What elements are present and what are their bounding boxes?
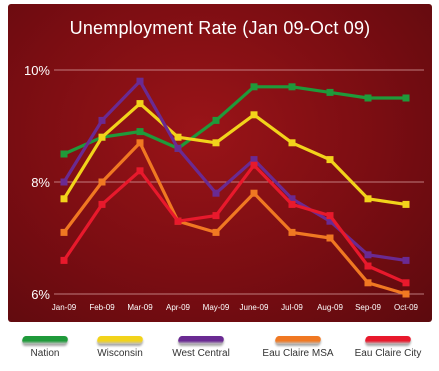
- data-point: [326, 88, 334, 96]
- data-point: [60, 256, 68, 264]
- data-point: [174, 217, 182, 225]
- legend-label: Eau Claire MSA: [262, 348, 334, 359]
- data-point: [60, 228, 68, 236]
- series-line: [62, 141, 408, 296]
- legend-swatch: [95, 336, 145, 344]
- legend-swatch: [20, 336, 70, 344]
- data-point: [326, 217, 334, 225]
- data-point: [136, 139, 144, 147]
- data-point: [402, 279, 410, 287]
- legend-swatch: [176, 336, 226, 344]
- x-tick-label: June-09: [240, 303, 269, 312]
- data-point: [364, 94, 372, 102]
- data-point: [402, 200, 410, 208]
- chart-legend: Nation Wisconsin West Central Eau Claire MS…: [8, 330, 432, 366]
- series-line: [62, 79, 408, 262]
- data-point: [402, 94, 410, 102]
- data-point: [326, 212, 334, 220]
- data-point: [288, 83, 296, 91]
- series-line: [62, 163, 408, 285]
- legend-item: Eau Claire MSA: [256, 330, 340, 359]
- x-tick-label: Feb-09: [89, 303, 115, 312]
- data-point: [174, 144, 182, 152]
- x-tick-label: Sep-09: [355, 303, 381, 312]
- x-tick-label: Oct-09: [394, 303, 419, 312]
- y-tick-label: 6%: [31, 287, 50, 302]
- data-point: [364, 251, 372, 259]
- data-point: [250, 161, 258, 169]
- chart-panel: Unemployment Rate (Jan 09-Oct 09) 10% 8% 6…: [8, 4, 432, 322]
- legend-swatch: [363, 336, 413, 344]
- data-point: [288, 200, 296, 208]
- x-tick-label: May-09: [203, 303, 230, 312]
- data-point: [250, 111, 258, 119]
- legend-label: Nation: [30, 348, 60, 359]
- legend-item: Wisconsin: [85, 330, 155, 359]
- data-point: [174, 133, 182, 141]
- data-point: [212, 212, 220, 220]
- data-point: [136, 128, 144, 136]
- data-point: [288, 228, 296, 236]
- data-point: [60, 195, 68, 203]
- data-point: [98, 133, 106, 141]
- legend-label: Eau Claire City: [354, 348, 422, 359]
- y-tick-label: 8%: [31, 175, 50, 190]
- x-tick-label: Jul-09: [281, 303, 303, 312]
- data-point: [364, 195, 372, 203]
- legend-item: West Central: [166, 330, 236, 359]
- legend-item: Nation: [10, 330, 80, 359]
- data-point: [250, 189, 258, 197]
- data-point: [212, 189, 220, 197]
- data-point: [60, 150, 68, 158]
- data-point: [364, 262, 372, 270]
- data-point: [98, 200, 106, 208]
- x-tick-label: Mar-09: [127, 303, 153, 312]
- data-point: [250, 156, 258, 164]
- chart-title: Unemployment Rate (Jan 09-Oct 09): [69, 18, 371, 38]
- data-point: [136, 77, 144, 85]
- data-point: [402, 256, 410, 264]
- legend-label: Wisconsin: [97, 348, 143, 359]
- data-point: [212, 228, 220, 236]
- data-point: [136, 100, 144, 108]
- data-point: [212, 116, 220, 124]
- data-point: [326, 156, 334, 164]
- x-tick-label: Apr-09: [166, 303, 191, 312]
- x-tick-label: Jan-09: [52, 303, 77, 312]
- data-point: [250, 83, 258, 91]
- data-point: [98, 116, 106, 124]
- legend-item: Eau Claire City: [346, 330, 430, 359]
- data-point: [364, 279, 372, 287]
- data-point: [60, 178, 68, 186]
- x-tick-label: Aug-09: [317, 303, 343, 312]
- series-line: [62, 85, 408, 156]
- legend-swatch: [273, 336, 323, 344]
- data-point: [136, 167, 144, 175]
- line-chart: 10% 8% 6%Jan-09 Feb-09 Mar-09 Apr-09 May-09 Jun…: [24, 63, 424, 312]
- data-point: [288, 139, 296, 147]
- data-point: [212, 139, 220, 147]
- data-point: [288, 195, 296, 203]
- data-point: [326, 234, 334, 242]
- series-line: [62, 101, 408, 206]
- legend-label: West Central: [172, 348, 230, 359]
- data-point: [98, 178, 106, 186]
- data-point: [402, 290, 410, 298]
- y-tick-label: 10%: [24, 63, 50, 78]
